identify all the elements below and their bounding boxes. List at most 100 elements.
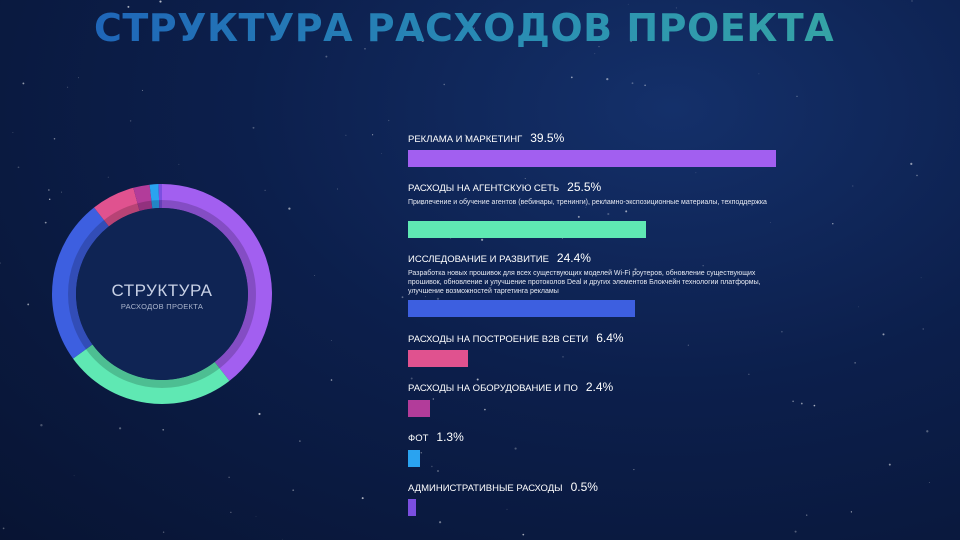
star xyxy=(12,132,14,133)
star xyxy=(806,514,808,516)
bar-item: РАСХОДЫ НА ОБОРУДОВАНИЕ И ПО 2.4% xyxy=(408,380,613,394)
star xyxy=(695,172,697,174)
donut-hole xyxy=(76,208,248,380)
star xyxy=(0,262,1,264)
star xyxy=(800,402,803,405)
star xyxy=(48,198,51,201)
bar-label-line: РЕКЛАМА И МАРКЕТИНГ 39.5% xyxy=(408,131,564,145)
star xyxy=(702,265,704,267)
star xyxy=(40,424,43,427)
donut-slice xyxy=(162,184,272,381)
star xyxy=(258,412,261,416)
star xyxy=(481,238,484,241)
star xyxy=(314,275,316,276)
star xyxy=(634,268,637,271)
bar-value-label: 6.4% xyxy=(596,331,624,345)
donut-slice xyxy=(52,207,109,359)
star xyxy=(858,306,859,308)
star xyxy=(604,199,606,201)
star xyxy=(288,207,291,210)
star xyxy=(230,511,232,513)
star xyxy=(644,84,646,87)
donut-inner-shade xyxy=(68,200,256,388)
star xyxy=(625,210,628,213)
star xyxy=(129,120,132,122)
star xyxy=(627,3,629,5)
bar-description: Привлечение и обучение агентов (вебинары… xyxy=(408,199,767,206)
star xyxy=(606,77,609,81)
star xyxy=(506,508,508,510)
bar-category-label: РАСХОДЫ НА ОБОРУДОВАНИЕ И ПО xyxy=(408,383,578,394)
star xyxy=(781,330,783,333)
star xyxy=(361,497,364,500)
bar-item: ИССЛЕДОВАНИЕ И РАЗВИТИЕ 24.4% Разработка н… xyxy=(408,251,768,296)
bar-description: Разработка новых прошивок для всех сущес… xyxy=(408,270,761,295)
star xyxy=(67,86,69,88)
star xyxy=(888,463,891,466)
donut-center-subtitle: РАСХОДОВ ПРОЕКТА xyxy=(120,302,204,311)
page-title: СТРУКТУРА РАСХОДОВ ПРОЕКТА xyxy=(94,6,835,50)
donut-slice xyxy=(149,184,160,209)
star xyxy=(159,0,162,3)
star xyxy=(531,12,533,14)
star xyxy=(436,297,440,300)
star xyxy=(425,273,426,274)
bar-category-label: АДМИНИСТРАТИВНЫЕ РАСХОДЫ xyxy=(408,483,563,494)
star xyxy=(473,27,475,29)
star xyxy=(607,212,610,216)
star xyxy=(443,83,445,86)
star xyxy=(928,481,930,484)
bar-item: ФОТ 1.3% xyxy=(408,430,464,444)
star xyxy=(127,5,130,8)
star xyxy=(794,530,797,533)
star xyxy=(633,469,635,471)
star xyxy=(141,89,144,91)
star xyxy=(44,221,47,224)
star xyxy=(421,202,423,205)
star xyxy=(630,40,632,43)
star xyxy=(484,408,486,411)
star xyxy=(432,398,434,400)
star xyxy=(345,134,347,136)
bar-category-label: РЕКЛАМА И МАРКЕТИНГ xyxy=(408,134,523,145)
bar-category-label: ФОТ xyxy=(408,433,429,444)
donut-center-title: СТРУКТУРА xyxy=(111,281,213,300)
bar-value-label: 25.5% xyxy=(567,180,602,194)
star xyxy=(911,0,913,2)
star xyxy=(524,177,526,179)
star xyxy=(585,207,587,208)
star xyxy=(770,222,771,223)
star xyxy=(920,277,922,279)
star xyxy=(792,400,794,403)
star xyxy=(161,19,163,21)
donut-slice xyxy=(158,184,162,209)
donut-slice xyxy=(133,184,153,211)
star xyxy=(598,45,600,48)
star xyxy=(27,303,30,306)
star xyxy=(388,119,390,122)
bar-item: АДМИНИСТРАТИВНЫЕ РАСХОДЫ 0.5% xyxy=(408,480,598,494)
bar-category-label: РАСХОДЫ НА ПОСТРОЕНИЕ B2B СЕТИ xyxy=(408,334,589,345)
bar-label-line: РАСХОДЫ НА АГЕНТСКУЮ СЕТЬ 25.5% xyxy=(408,180,768,194)
bar-value-label: 39.5% xyxy=(530,131,565,145)
star xyxy=(22,82,25,85)
bar xyxy=(408,400,431,417)
star xyxy=(330,340,332,341)
star xyxy=(570,76,573,79)
star xyxy=(854,362,856,364)
star xyxy=(77,77,79,79)
star xyxy=(17,166,20,169)
star xyxy=(282,538,284,540)
bar xyxy=(408,150,776,167)
star xyxy=(325,55,328,58)
bar xyxy=(408,499,416,516)
bar xyxy=(408,450,421,467)
star xyxy=(178,163,180,165)
bar xyxy=(408,300,636,317)
star xyxy=(420,452,423,454)
bar-category-label: РАСХОДЫ НА АГЕНТСКУЮ СЕТЬ xyxy=(408,183,560,194)
star xyxy=(107,176,109,178)
star xyxy=(337,188,338,190)
star xyxy=(410,377,413,380)
star xyxy=(577,215,580,218)
